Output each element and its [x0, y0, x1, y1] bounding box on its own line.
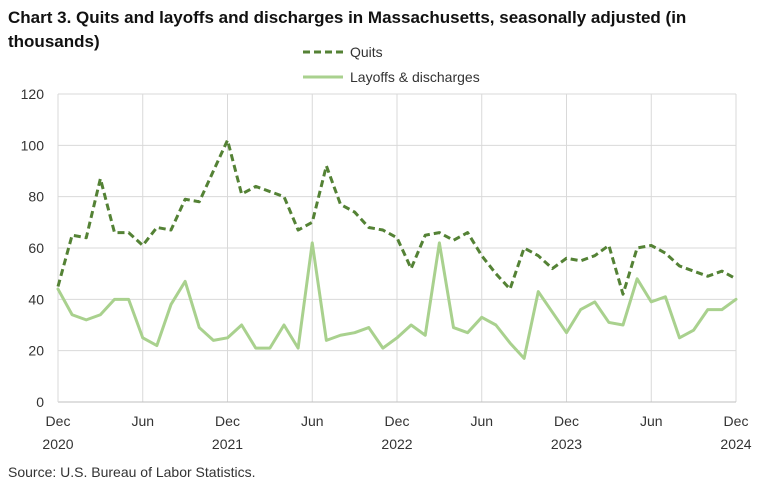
- quits-series-line: [56, 138, 737, 296]
- x-tick-label: Jun: [640, 413, 663, 429]
- axes: 0 20 40 60 80 100 120 Dec 2020 Jun Dec 2021 Jun Dec 20…: [21, 86, 752, 452]
- y-tick-label: 60: [28, 240, 44, 256]
- x-tick-year-label: 2020: [42, 436, 73, 452]
- y-tick-label: 120: [21, 86, 45, 102]
- legend-label: Quits: [350, 44, 383, 60]
- gridlines: [57, 93, 737, 402]
- legend: Quits Layoffs & discharges: [303, 44, 480, 85]
- y-tick-label: 0: [36, 394, 44, 410]
- series-lines: [56, 138, 738, 360]
- x-tick-year-label: 2022: [381, 436, 412, 452]
- chart-title: Chart 3. Quits and layoffs and discharge…: [8, 8, 687, 51]
- legend-label: Layoffs & discharges: [350, 69, 480, 85]
- x-tick-label: Dec: [46, 413, 71, 429]
- x-tick-label: Dec: [385, 413, 410, 429]
- x-tick-label: Dec: [724, 413, 749, 429]
- x-tick-label: Dec: [215, 413, 240, 429]
- y-tick-label: 100: [21, 137, 45, 153]
- layoffs-discharges-series-line: [56, 241, 738, 360]
- x-tick-year-label: 2023: [551, 436, 582, 452]
- x-tick-year-label: 2024: [720, 436, 751, 452]
- y-tick-label: 80: [28, 189, 44, 205]
- x-tick-label: Jun: [131, 413, 154, 429]
- x-tick-label: Jun: [301, 413, 324, 429]
- y-tick-label: 20: [28, 343, 44, 359]
- x-tick-label: Dec: [554, 413, 579, 429]
- y-tick-label: 40: [28, 291, 44, 307]
- x-tick-year-label: 2021: [212, 436, 243, 452]
- source-note: Source: U.S. Bureau of Labor Statistics.: [8, 464, 256, 480]
- x-tick-label: Jun: [470, 413, 493, 429]
